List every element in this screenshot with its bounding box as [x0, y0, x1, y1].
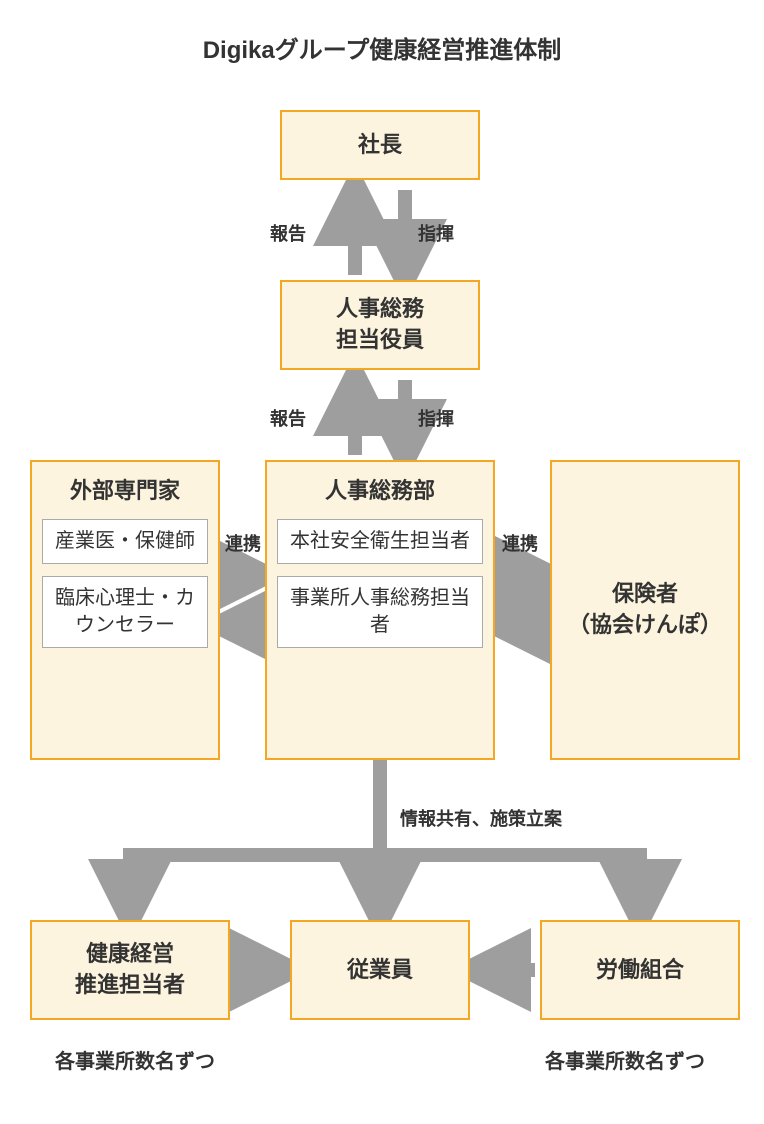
node-union: 労働組合 [540, 920, 740, 1020]
hr-sub-1: 事業所人事総務担当者 [277, 576, 483, 648]
node-union-label: 労働組合 [596, 955, 684, 986]
edge-label-report1: 報告 [270, 220, 306, 246]
experts-sub-0: 産業医・保健師 [42, 519, 208, 564]
node-officer: 人事総務 担当役員 [280, 280, 480, 370]
diagram-title: Digikaグループ健康経営推進体制 [203, 30, 562, 65]
node-employees-label: 従業員 [347, 955, 413, 986]
node-insurer: 保険者 （協会けんぽ） [550, 460, 740, 760]
edge-label-share: 情報共有、施策立案 [400, 805, 562, 831]
footer-label-right: 各事業所数名ずつ [545, 1045, 705, 1074]
edge-label-coop-l: 連携 [225, 530, 261, 556]
edge-label-coop-r: 連携 [502, 530, 538, 556]
node-employees: 従業員 [290, 920, 470, 1020]
node-experts-title: 外部専門家 [70, 476, 180, 507]
edge-label-direct1: 指揮 [418, 220, 454, 246]
experts-sub-1: 臨床心理士・カウンセラー [42, 576, 208, 648]
node-experts: 外部専門家 産業医・保健師 臨床心理士・カウンセラー [30, 460, 220, 760]
node-promoter: 健康経営 推進担当者 [30, 920, 230, 1020]
edge-label-direct2: 指揮 [418, 405, 454, 431]
footer-label-left: 各事業所数名ずつ [55, 1045, 215, 1074]
node-hr-title: 人事総務部 [325, 476, 435, 507]
node-promoter-label: 健康経営 推進担当者 [75, 939, 185, 1001]
node-president-label: 社長 [358, 130, 402, 161]
node-president: 社長 [280, 110, 480, 180]
edge-label-report2: 報告 [270, 405, 306, 431]
node-insurer-label: 保険者 （協会けんぽ） [568, 579, 722, 641]
node-officer-label: 人事総務 担当役員 [336, 294, 424, 356]
node-hr: 人事総務部 本社安全衛生担当者 事業所人事総務担当者 [265, 460, 495, 760]
hr-sub-0: 本社安全衛生担当者 [277, 519, 483, 564]
